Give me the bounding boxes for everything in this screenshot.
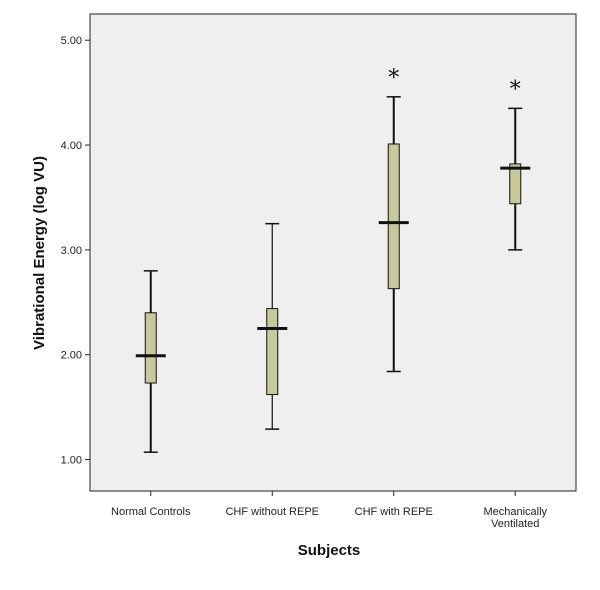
- x-tick-label: Normal Controls: [111, 506, 191, 518]
- box-group: *: [500, 77, 531, 251]
- x-axis-title: Subjects: [298, 542, 361, 559]
- x-tick-label: Ventilated: [491, 518, 539, 530]
- iqr-box: [266, 308, 279, 396]
- y-axis-title: Vibrational Energy (log VU): [31, 156, 48, 350]
- x-tick-label: CHF with REPE: [355, 506, 433, 518]
- plot-area: [89, 13, 577, 492]
- x-tick-label: Mechanically: [483, 506, 547, 518]
- y-tick-label: 1.00: [61, 455, 82, 467]
- box-group: [257, 222, 288, 430]
- significance-marker: *: [510, 77, 521, 102]
- y-tick-label: 2.00: [61, 350, 82, 362]
- x-tick-label: CHF without REPE: [225, 506, 319, 518]
- y-tick-label: 4.00: [61, 140, 82, 152]
- y-tick-label: 5.00: [61, 35, 82, 47]
- box-group: [135, 270, 166, 453]
- iqr-box: [509, 163, 522, 205]
- boxes: * *: [135, 66, 531, 453]
- iqr-box: [387, 143, 400, 290]
- x-axis: Normal Controls CHF without REPE CHF with …: [111, 491, 548, 530]
- box-group: *: [378, 66, 409, 373]
- significance-marker: *: [388, 66, 399, 91]
- iqr-box: [144, 312, 157, 384]
- y-tick-label: 3.00: [61, 245, 82, 257]
- y-axis: 1.00 2.00 3.00 4.00 5.00: [61, 35, 90, 467]
